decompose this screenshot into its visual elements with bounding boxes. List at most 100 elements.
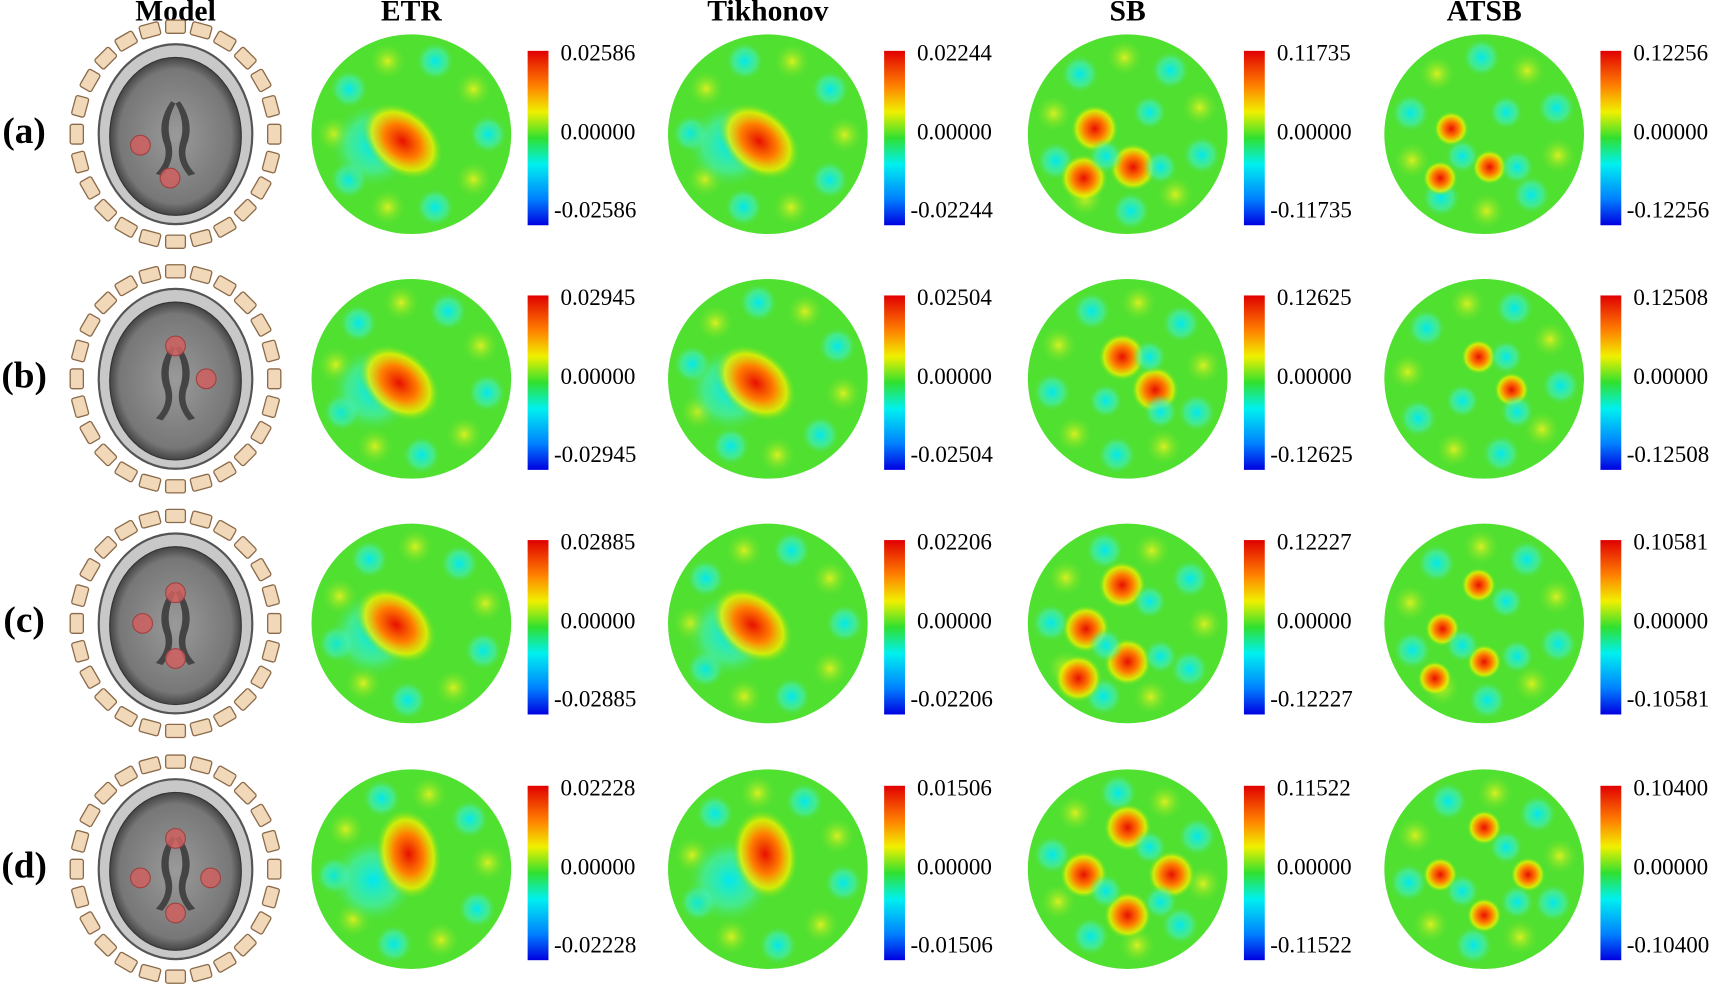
- field-blob: [1417, 53, 1457, 94]
- field-blob: [1150, 50, 1190, 91]
- field-blob: [1388, 862, 1429, 903]
- field-blob: [1444, 873, 1480, 909]
- colorbar-label: -0.12227: [1270, 686, 1352, 712]
- electrode: [164, 508, 187, 524]
- colorbar: [527, 50, 549, 226]
- field-blob: [1046, 558, 1086, 598]
- field-blob: [1461, 567, 1497, 603]
- head-model: [69, 508, 282, 739]
- colorbar: [527, 540, 549, 715]
- field-blob: [1499, 394, 1535, 430]
- reconstruction: [1384, 769, 1584, 969]
- electrode: [94, 536, 118, 559]
- field-blob: [1467, 680, 1508, 720]
- colorbar: [527, 785, 549, 961]
- colorbar-label: -0.11522: [1270, 931, 1352, 957]
- electrode: [94, 933, 118, 957]
- electrode: [233, 688, 257, 711]
- electrode: [261, 395, 280, 419]
- ventricle: [155, 345, 176, 421]
- colorbar-label: 0.02244: [917, 40, 992, 66]
- field-blob: [1132, 829, 1168, 865]
- electrode: [233, 46, 257, 70]
- field-blob: [1088, 138, 1124, 174]
- inclusion: [165, 648, 186, 669]
- electrode: [69, 123, 85, 145]
- electrode: [114, 765, 138, 787]
- field-blob: [1179, 87, 1220, 128]
- colorbar-label: -0.02206: [910, 686, 992, 712]
- field-blob: [771, 676, 812, 717]
- colorbar: [884, 295, 905, 470]
- electrode: [79, 176, 101, 200]
- inclusion: [129, 867, 151, 889]
- ventricle: [175, 345, 196, 421]
- field-blob: [1183, 345, 1224, 386]
- electrode: [233, 781, 257, 805]
- field-blob: [1500, 917, 1540, 957]
- colorbar-label: 0.00000: [561, 608, 636, 634]
- colorbar-label: 0.00000: [917, 853, 992, 879]
- electrode: [250, 313, 272, 337]
- electrode: [261, 150, 280, 174]
- inclusion: [195, 368, 217, 390]
- field-blob: [1054, 414, 1095, 454]
- field-blob: [1453, 925, 1494, 965]
- electrode: [261, 885, 280, 909]
- field-blob: [395, 527, 435, 567]
- colorbar-label: 0.00000: [1633, 363, 1708, 389]
- field-blob: [361, 778, 402, 819]
- inclusion: [132, 613, 154, 634]
- brain: [109, 791, 242, 951]
- field-blob: [1088, 873, 1124, 909]
- electrode: [189, 265, 213, 285]
- colorbar-label: 0.12256: [1633, 40, 1708, 66]
- field-blob: [1536, 88, 1577, 128]
- colorbar-label: 0.12625: [1277, 284, 1352, 310]
- field-blob: [817, 816, 857, 856]
- field-blob: [737, 773, 778, 813]
- field-blob: [1111, 191, 1151, 231]
- field-blob: [1499, 149, 1535, 185]
- field-blob: [1031, 603, 1071, 643]
- field-blob: [439, 543, 480, 584]
- field-blob: [1511, 175, 1552, 215]
- colorbar-label: -0.02244: [910, 196, 993, 222]
- brain: [109, 56, 242, 216]
- field-blob: [1475, 773, 1515, 813]
- colorbar-label: -0.10581: [1627, 686, 1709, 712]
- reconstruction: [1384, 279, 1584, 479]
- ventricle: [175, 836, 196, 911]
- field-blob: [824, 115, 865, 155]
- field-blob: [1444, 383, 1480, 419]
- field-blob: [772, 41, 812, 82]
- electrode: [114, 275, 138, 297]
- field-blob: [1417, 660, 1453, 696]
- row-label: (a): [2, 111, 45, 152]
- electrode: [114, 461, 138, 483]
- field-blob: [433, 667, 474, 708]
- field-blob: [1461, 37, 1502, 78]
- field-blob: [758, 925, 798, 966]
- field-blob: [1494, 288, 1535, 328]
- electrode: [213, 765, 237, 787]
- electrode: [189, 756, 213, 775]
- field-blob: [1499, 638, 1535, 674]
- colorbar-label: -0.02586: [554, 196, 636, 222]
- field-blob: [810, 69, 851, 110]
- field-blob: [1510, 857, 1546, 893]
- electrode: [71, 885, 90, 909]
- colorbar-label: -0.12508: [1627, 441, 1709, 467]
- electrode: [69, 368, 85, 390]
- field-blob: [1488, 339, 1524, 375]
- field-blob: [1428, 781, 1468, 822]
- field-blob: [338, 303, 379, 343]
- colorbar-label: -0.02885: [554, 686, 636, 712]
- field-blob: [1032, 372, 1072, 412]
- electrode: [94, 198, 118, 222]
- field-blob: [428, 291, 468, 332]
- brain: [109, 546, 242, 706]
- colorbar-label: 0.02206: [917, 529, 992, 555]
- field-blob: [1488, 829, 1524, 865]
- head-model: [69, 19, 282, 249]
